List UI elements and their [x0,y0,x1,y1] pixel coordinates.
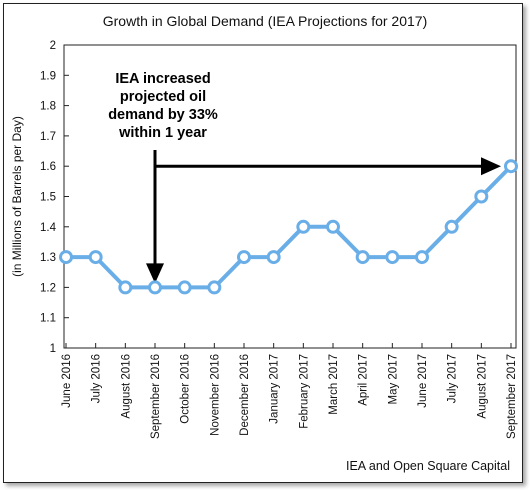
x-tick-label: April 2017 [358,354,370,406]
x-tick-label: September 2016 [150,354,162,439]
x-tick-label: June 2016 [61,354,73,408]
data-point [59,250,73,265]
y-tick-label: 1.3 [40,252,56,264]
data-point [385,250,400,265]
x-tick-label: October 2016 [180,354,192,424]
x-tick-label: June 2017 [417,354,429,408]
x-tick-label: July 2017 [447,354,459,403]
data-point [118,280,133,295]
data-point [177,280,192,295]
data-point [296,219,311,234]
y-tick-label: 1 [50,343,56,355]
y-tick-label: 1.6 [40,161,56,173]
y-tick-label: 1.5 [40,192,56,204]
y-tick-label: 2 [50,40,56,52]
arrow-down-head [146,263,164,284]
x-tick-label: May 2017 [387,354,399,405]
data-point [237,250,251,265]
source-note: IEA and Open Square Capital [346,459,510,473]
annotation-line: projected oil [120,89,206,105]
data-point [504,159,518,174]
x-tick-label: July 2016 [91,354,103,403]
y-axis-label: (in Millions of Barrels per Day) [10,116,24,277]
annotation-line: demand by 33% [108,107,218,123]
data-point [326,219,340,234]
data-point [148,280,162,295]
x-tick-label: November 2016 [209,354,221,436]
annotation-arrows [146,150,501,284]
x-tick-label: January 2017 [269,354,281,424]
y-tick-label: 1.4 [40,222,57,234]
arrow-right-head [481,157,501,176]
x-tick-label: December 2016 [239,354,251,436]
data-point [266,250,281,265]
y-tick-label: 1.8 [40,101,56,113]
data-point [444,219,459,234]
data-point [88,250,103,265]
y-tick-label: 1.7 [40,131,56,143]
y-axis-ticks: 1 1.1 1.2 1.3 1.4 1.5 1.6 1.7 1.8 1.9 2 [40,40,69,355]
data-point [474,189,489,204]
annotation-line: within 1 year [118,125,207,141]
x-tick-label: August 2016 [120,354,132,419]
data-point [415,250,429,265]
data-point [355,250,370,265]
series-polyline [66,164,513,290]
data-point [207,280,222,295]
x-tick-label: September 2017 [506,354,518,439]
x-tick-label: February 2017 [298,354,310,429]
y-tick-label: 1.2 [40,282,56,294]
series-line [66,164,513,290]
x-tick-label: August 2017 [476,354,488,419]
data-points [59,159,518,295]
x-axis-ticks: June 2016 July 2016 August 2016 September 2… [61,343,518,439]
annotation-line: IEA increased [115,71,210,87]
x-tick-label: March 2017 [328,354,340,415]
y-tick-label: 1.1 [40,313,56,325]
chart-title: Growth in Global Demand (IEA Projections… [103,13,428,29]
annotation-text: IEA increased projected oil demand by 33% w… [108,71,218,141]
y-tick-label: 1.9 [40,70,56,82]
